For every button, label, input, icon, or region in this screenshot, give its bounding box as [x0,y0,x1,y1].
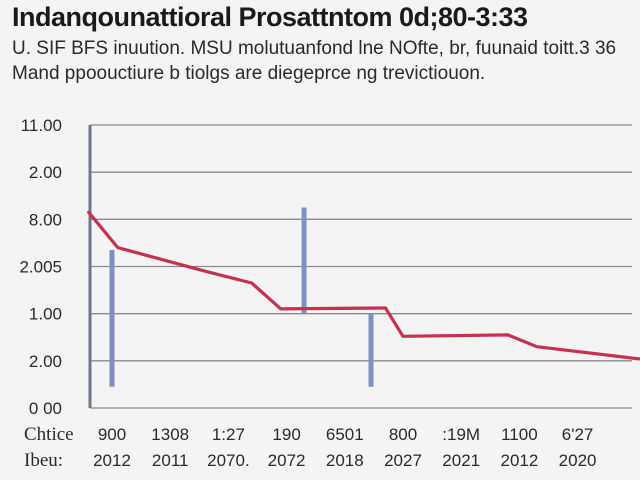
label-layer: 0 00 2.00 1.00 2.005 8.00 2.00 11.00 Chtice Ibeu… [19,116,596,471]
x-axis-row-label: Ibeu: [24,450,63,471]
x-tick-label-bottom: 2018 [326,451,364,470]
bar-layer [109,207,374,387]
range-bar-0 [109,249,115,387]
range-bar-2 [368,313,374,387]
series-line [87,210,640,361]
x-tick-label-top: 1100 [501,425,538,444]
line-layer [87,210,640,361]
x-tick-label-bottom: 2021 [442,451,480,470]
grid-layer [90,124,632,409]
x-tick-label-top: 900 [98,425,126,444]
x-axis-row-label: Chtice [24,424,74,445]
chart-subtitle-line-2: Mand ppoouctiure b tiolgs are diegeprce … [12,63,486,84]
x-tick-label-top: 6'27 [562,425,594,444]
x-tick-label-top: 190 [272,425,300,444]
x-tick-label-bottom: 2012 [500,451,538,470]
x-tick-label-bottom: 2070. [207,451,250,470]
chart-subtitle-line-1: U. SIF BFS inuution. MSU molutuanfond ln… [12,38,617,59]
x-tick-label-top: 800 [389,425,417,444]
x-tick-label-top: 6501 [326,425,364,444]
x-tick-label-bottom: 2012 [93,451,131,470]
x-tick-label-top: 1:27 [212,425,245,444]
x-tick-label-top: :19M [442,425,480,444]
x-tick-label-bottom: 2020 [559,451,597,470]
y-tick-label: 11.00 [21,116,62,135]
chart-title: Indanqounattioral Prosattntom 0d;80-3:33 [12,2,528,32]
y-tick-label: 2.005 [19,258,62,277]
y-tick-label: 0 00 [29,399,62,418]
x-tick-label-bottom: 2072 [268,451,306,470]
y-tick-label: 1.00 [29,305,62,324]
y-tick-label: 2.00 [29,352,62,371]
x-tick-label-bottom: 2027 [384,451,422,470]
y-tick-label: 2.00 [29,163,62,182]
x-tick-label-top: 1308 [151,425,189,444]
range-bar-1 [301,207,307,314]
y-tick-label: 8.00 [29,210,62,229]
x-tick-label-bottom: 2011 [152,451,189,470]
